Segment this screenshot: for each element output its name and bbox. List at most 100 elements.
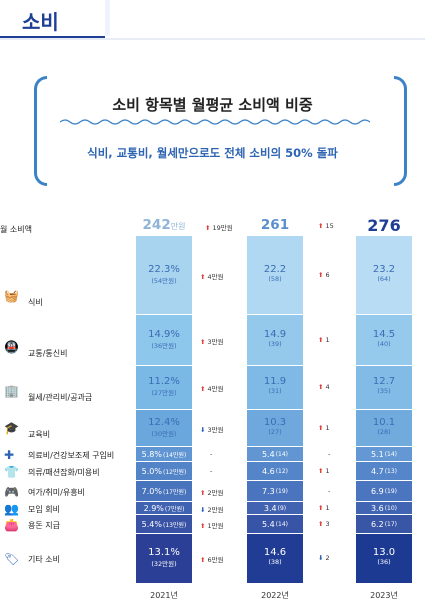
change-indicator: ⬆ 4	[318, 383, 330, 391]
medical-icon: ✚	[4, 447, 15, 462]
bar-value: 14.9	[263, 328, 287, 340]
change-indicator: ⬇ 2만원	[200, 504, 224, 514]
change-value: 1	[325, 335, 330, 344]
train-icon: 🚇	[4, 340, 19, 354]
bar-segment: 4.6 (12)	[247, 462, 303, 480]
change-indicator: ⬇ 3만원	[200, 424, 224, 434]
bar-segment: 7.3 (19)	[247, 481, 303, 501]
bar-value: 4.6	[261, 466, 275, 476]
bar-sub-value: (39)	[268, 339, 282, 348]
change-value: 2만원	[207, 488, 224, 497]
category-label: 기타 소비	[28, 555, 60, 564]
left-bracket	[34, 76, 47, 186]
leisure-icon: 🎮	[4, 484, 19, 499]
bar-sub-value: (64)	[377, 274, 391, 283]
bar-sub-value: (17)	[384, 520, 398, 528]
change-value: 2	[325, 554, 330, 562]
change-value: 3만원	[207, 425, 224, 434]
wave-divider	[60, 119, 370, 125]
change-indicator: ⬆ 1	[318, 424, 330, 432]
year-2021: 2021년	[150, 591, 178, 600]
bar-value: 14.5	[372, 328, 396, 340]
bar-segment: 7.0% (17만원)	[136, 481, 192, 501]
year-2023: 2023년	[370, 591, 398, 600]
bar-value: 23.2	[372, 263, 396, 275]
section-tab-label: 소비	[22, 10, 59, 34]
change-value: 3	[325, 519, 330, 528]
up-arrow-icon: ⬆	[318, 519, 326, 528]
bar-segment: 5.4 (14)	[247, 515, 303, 533]
bar-segment: 22.3% (54만원)	[136, 236, 192, 314]
bar-value: 7.0%	[141, 486, 162, 496]
bar-value: 6.9	[370, 486, 384, 496]
bar-value: 13.0	[372, 547, 396, 558]
down-arrow-icon: ⬇	[200, 425, 208, 434]
bar-sub-value: (14)	[384, 450, 398, 458]
bar-segment: 5.4 (14)	[247, 447, 303, 461]
bar-value: 11.2%	[148, 376, 180, 387]
category-label: 교통/통신비	[28, 349, 68, 358]
buy-tag-icon: 🏷	[4, 552, 20, 566]
bar-sub-value: (14)	[275, 450, 289, 458]
change-indicator: ⬆ 6만원	[200, 554, 224, 564]
bar-value: 14.9%	[148, 328, 180, 340]
bar-value: 12.4%	[148, 416, 180, 428]
category-label: 식비	[28, 298, 43, 307]
bar-value: 22.3%	[148, 263, 180, 275]
change-indicator: ⬆ 1	[318, 504, 330, 512]
bar-segment: 22.2 (58)	[247, 236, 303, 314]
change-value: -	[210, 449, 213, 458]
bar-sub-value: (14)	[275, 520, 289, 528]
change-value: 1	[325, 423, 330, 432]
change-indicator: ⬆ 4만원	[200, 271, 224, 281]
change-value: 4만원	[207, 272, 224, 281]
up-arrow-icon: ⬆	[205, 224, 211, 232]
up-arrow-icon: ⬆	[318, 383, 326, 391]
category-label: 월세/관리비/공과금	[28, 393, 93, 402]
category-label: 교육비	[28, 430, 51, 439]
bar-sub-value: (36만원)	[151, 341, 177, 350]
bar-value: 11.9	[263, 376, 287, 387]
bar-value: 5.4	[261, 449, 275, 459]
category-label: 용돈 지급	[28, 520, 60, 530]
bar-sub-value: (27만원)	[151, 389, 177, 397]
change-indicator: -	[210, 467, 212, 475]
change-indicator: ⬆ 1만원	[200, 520, 224, 530]
total-change-2-value: 15	[325, 222, 334, 230]
category-label: 의료비/건강보조제 구입비	[28, 450, 115, 460]
bar-value: 7.3	[261, 486, 275, 496]
change-indicator: ⬆ 3	[318, 520, 330, 528]
change-value: 4만원	[207, 385, 224, 393]
bar-segment: 4.7 (13)	[356, 462, 412, 480]
bar-value: 10.1	[372, 416, 396, 428]
wallet-icon: 👛	[4, 517, 19, 532]
bar-segment: 13.0 (36)	[356, 534, 412, 583]
bar-segment: 12.7 (35)	[356, 366, 412, 409]
total-2021: 242만원	[136, 217, 192, 233]
change-value: 4	[325, 383, 330, 391]
bar-sub-value: (40)	[377, 339, 391, 348]
change-value: 1	[325, 466, 330, 475]
change-indicator: ⬇ 2	[318, 554, 330, 562]
right-bracket	[394, 76, 407, 186]
change-indicator: ⬆ 2만원	[200, 487, 224, 497]
category-label: 여가/취미/유흥비	[28, 487, 85, 497]
total-2022: 261	[260, 217, 290, 233]
bar-segment: 6.2 (17)	[356, 515, 412, 533]
bar-sub-value: (10)	[384, 504, 398, 512]
change-indicator: ⬆ 3만원	[200, 336, 224, 346]
bar-sub-value: (17만원)	[162, 488, 187, 496]
bar-segment: 6.9 (19)	[356, 481, 412, 501]
bar-segment: 3.6 (10)	[356, 502, 412, 514]
up-arrow-icon: ⬆	[200, 556, 208, 564]
bar-sub-value: (12)	[275, 467, 289, 475]
bar-segment: 14.9 (39)	[247, 315, 303, 365]
up-arrow-icon: ⬆	[200, 385, 208, 393]
tab-underline	[0, 38, 425, 40]
bar-value: 6.2	[370, 519, 384, 529]
bar-segment: 3.4 (9)	[247, 502, 303, 514]
bar-sub-value: (13)	[384, 467, 398, 475]
bar-segment: 5.1 (14)	[356, 447, 412, 461]
bar-sub-value: (32만원)	[151, 560, 177, 568]
down-arrow-icon: ⬇	[318, 554, 326, 562]
